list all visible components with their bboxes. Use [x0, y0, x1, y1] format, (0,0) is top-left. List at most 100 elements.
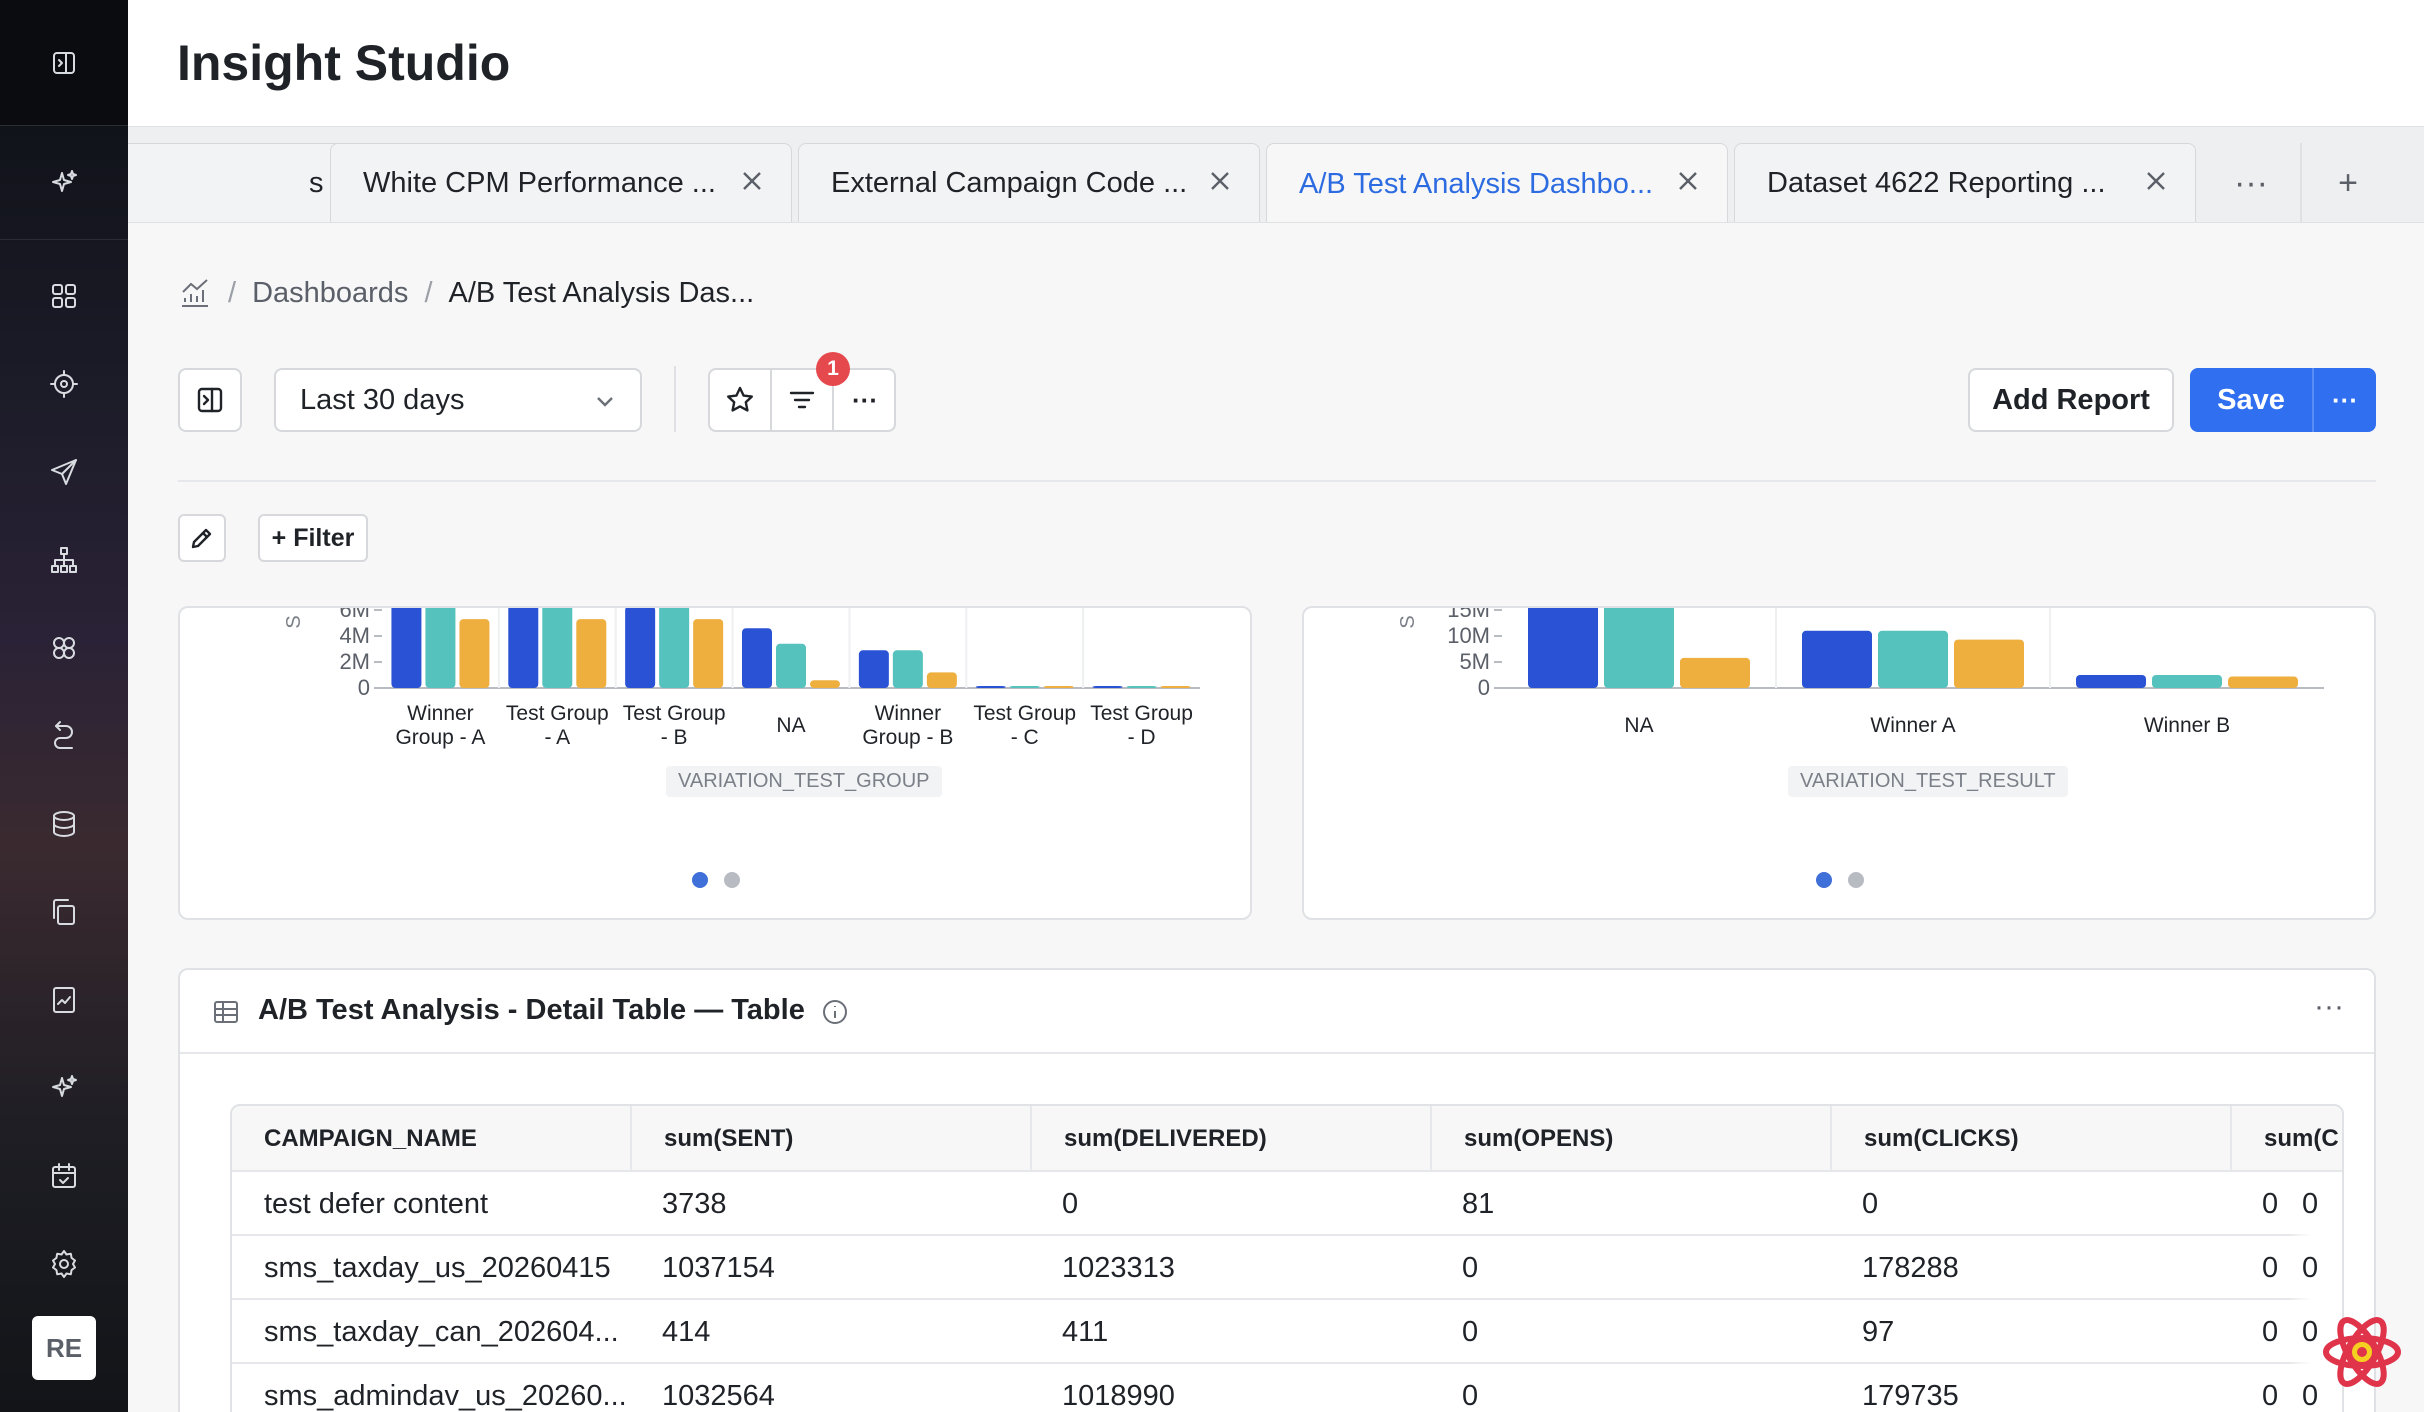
bar[interactable]: [1604, 608, 1674, 688]
column-header[interactable]: sum(C: [2230, 1106, 2342, 1172]
pagination-dot[interactable]: [724, 872, 740, 888]
tab-close-button[interactable]: [737, 166, 767, 196]
y-tick-label: 10M: [1447, 623, 1490, 648]
table-cell: 1018990: [1062, 1379, 1175, 1412]
sidebar-item-campaigns[interactable]: [0, 442, 128, 502]
table-row[interactable]: sms_taxday_us_20260415 1037154 1023313 0 178…: [232, 1236, 2342, 1300]
tab-overflow-button[interactable]: ···: [2234, 163, 2268, 202]
filters-button[interactable]: [772, 370, 834, 430]
add-filter-button[interactable]: + Filter: [258, 514, 368, 562]
bar[interactable]: [1009, 686, 1040, 688]
tab-close-button[interactable]: [1673, 166, 1703, 196]
bar[interactable]: [2152, 675, 2222, 688]
sidebar-item-dashboards[interactable]: [0, 266, 128, 326]
copy-icon: [53, 899, 75, 925]
bar[interactable]: [542, 608, 573, 688]
sidebar-item-ai[interactable]: [0, 126, 128, 240]
tab-4[interactable]: Dataset 4622 Reporting ...: [1734, 143, 2196, 222]
bar[interactable]: [1043, 686, 1074, 688]
bar[interactable]: [508, 608, 539, 688]
table-cell: 179735: [1862, 1379, 1959, 1412]
bar[interactable]: [1954, 639, 2024, 688]
table-cell: 0: [2302, 1315, 2319, 1348]
column-header[interactable]: sum(CLICKS): [1830, 1106, 2230, 1172]
sidebar-item-journeys[interactable]: [0, 706, 128, 766]
sidebar-toggle-button[interactable]: [0, 0, 128, 126]
pagination-dot-active[interactable]: [692, 872, 708, 888]
bar[interactable]: [1878, 630, 1948, 688]
favorite-button[interactable]: [710, 370, 772, 430]
toggle-panel-button[interactable]: [178, 368, 242, 432]
sidebar-item-insights[interactable]: [0, 1058, 128, 1118]
tab-close-button[interactable]: [2141, 166, 2171, 196]
bar[interactable]: [926, 672, 957, 688]
table-cell: 0: [2302, 1379, 2319, 1412]
bar[interactable]: [1092, 686, 1123, 688]
sidebar-item-data[interactable]: [0, 794, 128, 854]
tab-close-button[interactable]: [1205, 166, 1235, 196]
add-tab-button[interactable]: +: [2300, 143, 2394, 222]
bar[interactable]: [693, 619, 724, 688]
pagination-dot[interactable]: [1848, 872, 1864, 888]
bar[interactable]: [1160, 686, 1191, 688]
sidebar-item-calendar[interactable]: [0, 1146, 128, 1206]
table-cell: 178288: [1862, 1251, 1959, 1284]
bar[interactable]: [576, 619, 607, 688]
y-axis-label-clipped: S: [283, 615, 305, 628]
bar[interactable]: [425, 608, 456, 688]
bar[interactable]: [1802, 630, 1872, 688]
bar[interactable]: [1126, 686, 1157, 688]
save-button[interactable]: Save: [2217, 383, 2285, 416]
react-logo-icon[interactable]: [2320, 1310, 2404, 1394]
pagination-dot-active[interactable]: [1816, 872, 1832, 888]
y-tick-label: 2M: [339, 649, 370, 674]
table-cell: 0: [2262, 1379, 2279, 1412]
bar[interactable]: [1528, 608, 1598, 688]
tab-1[interactable]: White CPM Performance ...: [330, 143, 792, 222]
sidebar-item-reports[interactable]: [0, 970, 128, 1030]
bar[interactable]: [892, 650, 923, 688]
sidebar-item-settings[interactable]: [0, 1234, 128, 1294]
table-card-menu-button[interactable]: ···: [2314, 990, 2344, 1023]
sidebar-item-targeting[interactable]: [0, 354, 128, 414]
more-actions-button[interactable]: ···: [852, 384, 878, 415]
x-tick-label: Winner A: [1870, 714, 1955, 737]
column-header[interactable]: sum(OPENS): [1430, 1106, 1830, 1172]
bar[interactable]: [459, 619, 490, 688]
breadcrumb-link-dashboards[interactable]: Dashboards: [252, 276, 409, 309]
avatar[interactable]: RE: [32, 1316, 96, 1380]
bar[interactable]: [2076, 675, 2146, 688]
bar[interactable]: [742, 628, 772, 688]
column-header[interactable]: sum(DELIVERED): [1030, 1106, 1430, 1172]
edit-button[interactable]: [178, 514, 226, 562]
table-row[interactable]: sms_taxday_can_202604... 414 411 0 97 0: [232, 1300, 2342, 1364]
add-report-button[interactable]: Add Report: [1968, 368, 2174, 432]
column-header[interactable]: sum(SENT): [630, 1106, 1030, 1172]
save-options-button[interactable]: ···: [2332, 384, 2358, 415]
database-icon: [53, 811, 75, 837]
bar[interactable]: [858, 650, 889, 688]
bar[interactable]: [625, 608, 656, 688]
y-tick-label: 4M: [339, 623, 370, 648]
app-header: Insight Studio: [128, 0, 2424, 127]
sparkle-icon: [52, 169, 77, 192]
tab-3[interactable]: A/B Test Analysis Dashbo...: [1266, 143, 1728, 222]
sidebar: RE: [0, 0, 128, 1412]
column-header[interactable]: CAMPAIGN_NAME: [264, 1125, 477, 1152]
bar[interactable]: [2228, 676, 2298, 688]
bar[interactable]: [391, 608, 422, 688]
table-row[interactable]: test defer content 3738 0 81 0 0: [232, 1172, 2342, 1236]
bar[interactable]: [776, 643, 806, 688]
date-range-select[interactable]: Last 30 days: [274, 368, 642, 432]
chart-card-variation-test-group: 0 2M 4M 6M Winner Group - A Test Group - A Test …: [178, 606, 1252, 920]
sidebar-item-templates[interactable]: [0, 882, 128, 942]
sidebar-item-hierarchy[interactable]: [0, 530, 128, 590]
table-row[interactable]: sms_admindav_us_20260... 1032564 1018990 0 1…: [232, 1364, 2342, 1412]
info-icon[interactable]: [821, 998, 849, 1026]
bar[interactable]: [810, 680, 840, 688]
bar[interactable]: [1680, 657, 1750, 688]
tab-2[interactable]: External Campaign Code ...: [798, 143, 1260, 222]
bar[interactable]: [975, 686, 1006, 688]
bar[interactable]: [659, 608, 690, 688]
sidebar-item-segments[interactable]: [0, 618, 128, 678]
